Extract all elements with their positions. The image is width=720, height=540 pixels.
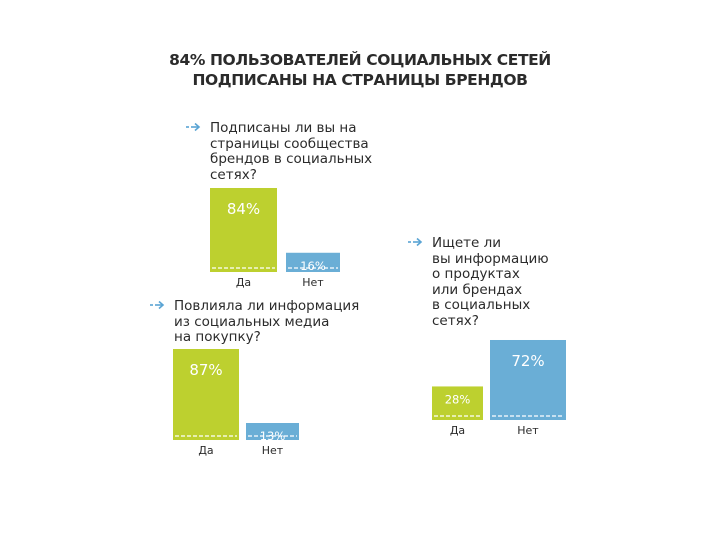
bar-no (490, 339, 566, 420)
arrow-right-icon (186, 122, 201, 132)
question-text: Подписаны ли вы на страницы сообщества б… (210, 120, 373, 183)
bar-value-label: 84% (227, 200, 260, 218)
bar-yes (173, 349, 239, 440)
title-line-1: 84% ПОЛЬЗОВАТЕЛЕЙ СОЦИАЛЬНЫХ СЕТЕЙ (169, 51, 551, 69)
bar-value-label: 72% (511, 352, 544, 370)
chart-purchase-influence: 87% Да 13%Нет (173, 349, 299, 457)
bar-value-label: 13% (260, 429, 286, 443)
page-title: 84% ПОЛЬЗОВАТЕЛЕЙ СОЦИАЛЬНЫХ СЕТЕЙ ПОДПИ… (150, 50, 570, 90)
arrow-right-icon (408, 237, 423, 247)
question-purchase-influence: Повлияла ли информация из социальных мед… (150, 298, 360, 346)
bar-yes (432, 386, 483, 420)
category-label: Да (450, 424, 465, 437)
bar-yes (210, 187, 277, 272)
bar-value-label: 87% (189, 361, 222, 379)
bar-no (286, 252, 340, 272)
category-label: Да (236, 276, 251, 289)
bar-value-label: 28% (445, 392, 471, 406)
bar-value-label: 16% (300, 259, 326, 273)
category-label: Нет (517, 424, 539, 437)
title-line-2: ПОДПИСАНЫ НА СТРАНИЦЫ БРЕНДОВ (192, 71, 528, 89)
category-label: Нет (262, 444, 284, 457)
chart-subscribed: 84% Да 16% Нет (210, 187, 340, 289)
question-text: Ищете ли вы информацию о продуктах или б… (432, 235, 549, 329)
arrow-right-icon (150, 300, 165, 310)
category-label: Нет (302, 276, 324, 289)
chart-search-info: 28% Да 72% Нет (432, 339, 566, 437)
category-label: Да (198, 444, 213, 457)
question-subscribed: Подписаны ли вы на страницы сообщества б… (186, 120, 373, 183)
question-text: Повлияла ли информация из социальных мед… (174, 298, 360, 345)
question-search-info: Ищете ли вы информацию о продуктах или б… (408, 235, 549, 329)
